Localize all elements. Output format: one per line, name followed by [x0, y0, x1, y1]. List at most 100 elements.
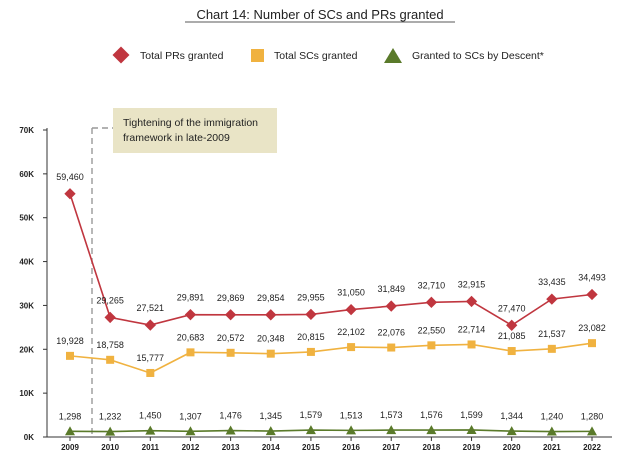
x-tick-label: 2012 [182, 443, 200, 452]
data-label: 15,777 [137, 353, 165, 363]
data-label: 22,102 [337, 327, 365, 337]
legend-marker-triangle [384, 48, 402, 63]
point-square [588, 339, 596, 348]
x-tick-label: 2013 [222, 443, 240, 452]
data-label: 1,344 [500, 411, 523, 421]
point-diamond [305, 308, 317, 321]
point-triangle [65, 426, 75, 436]
x-tick-label: 2022 [583, 443, 601, 452]
point-triangle [265, 426, 276, 436]
annotation: Tightening of the immigration framework … [113, 108, 277, 153]
point-diamond [144, 319, 156, 331]
point-diamond [546, 293, 558, 305]
y-tick-label: 60K [19, 170, 34, 179]
data-label: 1,280 [581, 411, 604, 421]
data-label: 34,493 [578, 272, 606, 282]
x-tick-label: 2015 [302, 443, 320, 452]
y-tick-label: 10K [19, 389, 34, 398]
point-triangle [546, 426, 557, 436]
y-tick-label: 0K [24, 433, 34, 442]
point-diamond [345, 303, 357, 316]
series-line [69, 193, 593, 327]
x-tick-label: 2010 [101, 443, 119, 452]
x-tick-label: 2019 [463, 443, 481, 452]
annotation-box [113, 108, 277, 153]
point-triangle [305, 425, 316, 435]
annotation-line-2: framework in late-2009 [123, 132, 230, 144]
series-line [69, 342, 593, 374]
data-label: 31,849 [377, 284, 405, 294]
legend-item-prs: Total PRs granted [112, 46, 224, 64]
data-label: 29,955 [297, 292, 325, 302]
point-triangle [386, 425, 397, 435]
data-label: 1,579 [300, 410, 323, 420]
data-label: 1,599 [460, 410, 483, 420]
data-label: 31,050 [337, 288, 365, 298]
point-diamond [465, 295, 478, 308]
point-square [106, 355, 115, 364]
data-label: 1,240 [541, 412, 564, 422]
data-label: 32,710 [418, 280, 446, 290]
legend-marker-diamond [112, 46, 130, 64]
point-triangle [426, 425, 437, 435]
data-label: 59,460 [56, 172, 84, 182]
data-label: 1,307 [179, 411, 202, 421]
point-diamond [265, 309, 277, 321]
data-label: 22,550 [418, 325, 446, 335]
x-tick-label: 2014 [262, 443, 280, 452]
point-diamond [506, 319, 518, 331]
point-square [427, 341, 436, 350]
point-triangle [225, 425, 236, 435]
series-layer: 59,460 29,265 27,521 29,891 29,869 29,854 29,9… [56, 172, 606, 436]
data-label: 1,476 [219, 411, 242, 421]
point-diamond [224, 309, 237, 321]
point-diamond [425, 296, 438, 308]
data-label: 18,758 [96, 340, 124, 350]
series-1: 19,928 18,758 15,777 20,683 20,572 20,348 20,8… [56, 323, 606, 377]
data-label: 1,232 [99, 412, 122, 422]
y-tick-label: 30K [19, 301, 34, 310]
chart-title: Chart 14: Number of SCs and PRs granted [196, 7, 443, 22]
data-label: 21,537 [538, 329, 566, 339]
point-square [347, 343, 356, 352]
y-tick-label: 50K [19, 214, 34, 223]
data-label: 1,513 [340, 410, 363, 420]
y-tick-label: 20K [19, 345, 34, 354]
data-label: 29,265 [96, 295, 124, 305]
data-label: 23,082 [578, 323, 606, 333]
data-label: 20,348 [257, 334, 285, 344]
data-label: 20,572 [217, 333, 245, 343]
point-square [507, 347, 516, 356]
point-square [387, 343, 396, 352]
point-diamond [104, 311, 116, 324]
data-label: 20,815 [297, 332, 325, 342]
legend-label-descent: Granted to SCs by Descent* [412, 50, 544, 62]
point-square [547, 344, 556, 353]
legend-label-prs: Total PRs granted [140, 50, 224, 62]
annotation-line-1: Tightening of the immigration [123, 117, 258, 129]
data-label: 19,928 [56, 336, 84, 346]
point-square [226, 348, 235, 357]
series-line [69, 429, 593, 433]
point-triangle [506, 426, 517, 436]
legend-item-scs: Total SCs granted [251, 49, 358, 62]
data-label: 32,915 [458, 279, 486, 289]
data-label: 27,470 [498, 303, 526, 313]
point-triangle [145, 425, 156, 435]
x-tick-label: 2011 [142, 443, 160, 452]
data-label: 1,345 [260, 411, 283, 421]
point-square [66, 351, 74, 360]
x-tick-label: 2016 [342, 443, 360, 452]
data-label: 29,869 [217, 293, 245, 303]
point-triangle [346, 425, 357, 435]
data-label: 22,076 [377, 328, 405, 338]
data-label: 20,683 [177, 332, 205, 342]
data-label: 1,573 [380, 410, 403, 420]
legend-marker-square [251, 49, 264, 62]
x-tick-label: 2018 [422, 443, 440, 452]
data-label: 33,435 [538, 277, 566, 287]
data-label: 1,450 [139, 411, 162, 421]
y-tick-label: 40K [19, 258, 34, 267]
